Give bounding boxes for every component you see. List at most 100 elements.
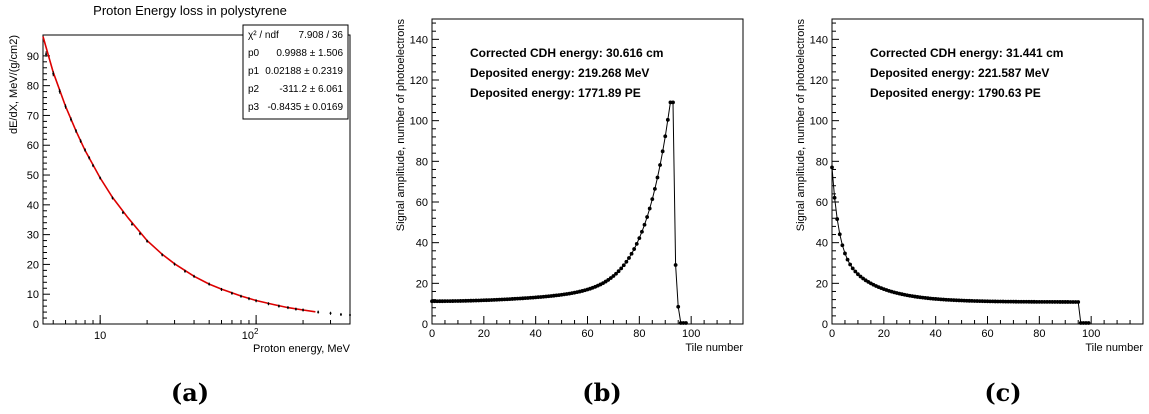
chart-title: Proton Energy loss in polystyrene: [93, 3, 287, 18]
y-tick-label: 140: [810, 34, 828, 46]
signal-point: [843, 251, 847, 256]
data-point: [184, 270, 187, 273]
stats-value: -0.8435 ± 0.0169: [267, 102, 343, 113]
data-point: [92, 164, 95, 167]
signal-point: [832, 195, 837, 200]
x-tick-label: 80: [1033, 328, 1045, 340]
signal-point: [853, 269, 858, 274]
data-point: [267, 302, 270, 305]
y-tick-label: 40: [816, 238, 828, 250]
signal-point: [645, 215, 650, 219]
stats-box: [242, 24, 349, 120]
stats-label: p1: [248, 66, 260, 77]
signal-point: [634, 241, 639, 246]
y-tick-label: 20: [816, 278, 828, 290]
stats-value: 7.908 / 36: [299, 30, 344, 41]
data-point: [69, 118, 72, 121]
y-axis-label: Signal amplitude, number of photoelectro…: [395, 19, 407, 232]
y-tick-label: 60: [816, 197, 828, 209]
data-point: [130, 223, 133, 226]
signal-point: [856, 272, 860, 277]
signal-point: [642, 222, 647, 227]
y-tick-label: 30: [27, 230, 39, 242]
data-point: [302, 308, 305, 311]
energy-annotation: Corrected CDH energy: 30.616 cm: [470, 46, 663, 60]
data-point: [45, 53, 48, 56]
signal-point: [658, 163, 662, 167]
signal-point: [848, 262, 853, 267]
x-tick-label: 0: [429, 328, 435, 340]
y-tick-label: 100: [410, 116, 428, 128]
fit-curve: [42, 36, 316, 313]
signal-point: [665, 117, 670, 122]
signal-point: [684, 321, 688, 325]
panel-b: 0 20 40 60 80 100 120 140 0 20 40 60 80 100 Tile numbe…: [395, 18, 744, 354]
y-tick-label: 140: [410, 34, 428, 46]
y-tick-label: 40: [416, 238, 428, 250]
signal-point: [835, 217, 840, 221]
data-point: [138, 232, 141, 235]
stats-value: 0.9988 ± 1.506: [276, 48, 343, 59]
signal-point: [660, 149, 665, 154]
panel-c: 0 20 40 60 80 100 120 140 0 20 40 60 80 100 Tile numbe…: [795, 18, 1144, 354]
plot-frame: [42, 34, 351, 325]
y-tick-label: 70: [27, 110, 39, 122]
signal-point: [676, 304, 681, 309]
energy-annotation: Corrected CDH energy: 31.441 cm: [870, 46, 1063, 60]
x-tick-label: 0: [829, 328, 835, 340]
x-axis-label: Tile number: [1085, 342, 1143, 354]
y-tick-label: 20: [27, 259, 39, 271]
stats-value: 0.02188 ± 0.2319: [265, 66, 343, 77]
y-axis-label: Signal amplitude, number of photoelectro…: [795, 19, 807, 232]
y-tick-label: 100: [810, 116, 828, 128]
energy-annotation: Deposited energy: 219.268 MeV: [470, 66, 649, 80]
data-point: [146, 240, 149, 243]
x-tick-label-10: 10: [94, 330, 106, 342]
y-tick-label: 20: [416, 278, 428, 290]
y-tick-label: 90: [27, 51, 39, 63]
y-tick-label: 80: [816, 156, 828, 168]
signal-point: [647, 206, 652, 211]
data-point: [329, 312, 332, 315]
y-tick-label: 60: [27, 140, 39, 152]
data-point: [247, 297, 250, 300]
data-point: [79, 140, 82, 143]
signal-point: [671, 100, 675, 105]
data-point: [230, 292, 233, 295]
y-tick-label: 40: [27, 200, 39, 212]
signal-point: [652, 186, 657, 191]
energy-annotation: Deposited energy: 221.587 MeV: [870, 66, 1049, 80]
stats-label: p3: [248, 102, 260, 113]
y-tick-label: 60: [416, 197, 428, 209]
signal-point: [616, 269, 621, 274]
signal-point: [637, 236, 642, 241]
signal-point: [621, 263, 626, 268]
signal-point: [629, 251, 634, 256]
y-tick-label: 120: [410, 75, 428, 87]
x-tick-label-100: 102: [242, 327, 259, 342]
caption-b: (b): [582, 378, 622, 407]
signal-point: [840, 243, 845, 248]
data-point: [255, 299, 258, 302]
x-tick-label: 20: [478, 328, 490, 340]
stats-label: p2: [248, 84, 260, 95]
data-point: [239, 295, 242, 298]
y-tick-label: 80: [416, 156, 428, 168]
data-point: [88, 156, 91, 159]
signal-point: [663, 134, 668, 139]
data-point: [173, 263, 176, 266]
y-axis-label: dE/dX, MeV/(g/cm2): [8, 35, 20, 134]
x-axis-label: Tile number: [685, 342, 743, 354]
data-point: [64, 105, 67, 108]
signal-point: [608, 276, 613, 280]
energy-annotation: Deposited energy: 1790.63 PE: [870, 86, 1041, 100]
x-tick-label: 40: [530, 328, 542, 340]
energy-annotation: Deposited energy: 1771.89 PE: [470, 86, 641, 100]
signal-point: [624, 259, 629, 264]
y-tick-label: 120: [810, 75, 828, 87]
signal-point: [845, 257, 850, 262]
data-point: [58, 90, 61, 93]
data-point: [111, 196, 114, 199]
y-tick-label: 50: [27, 170, 39, 182]
